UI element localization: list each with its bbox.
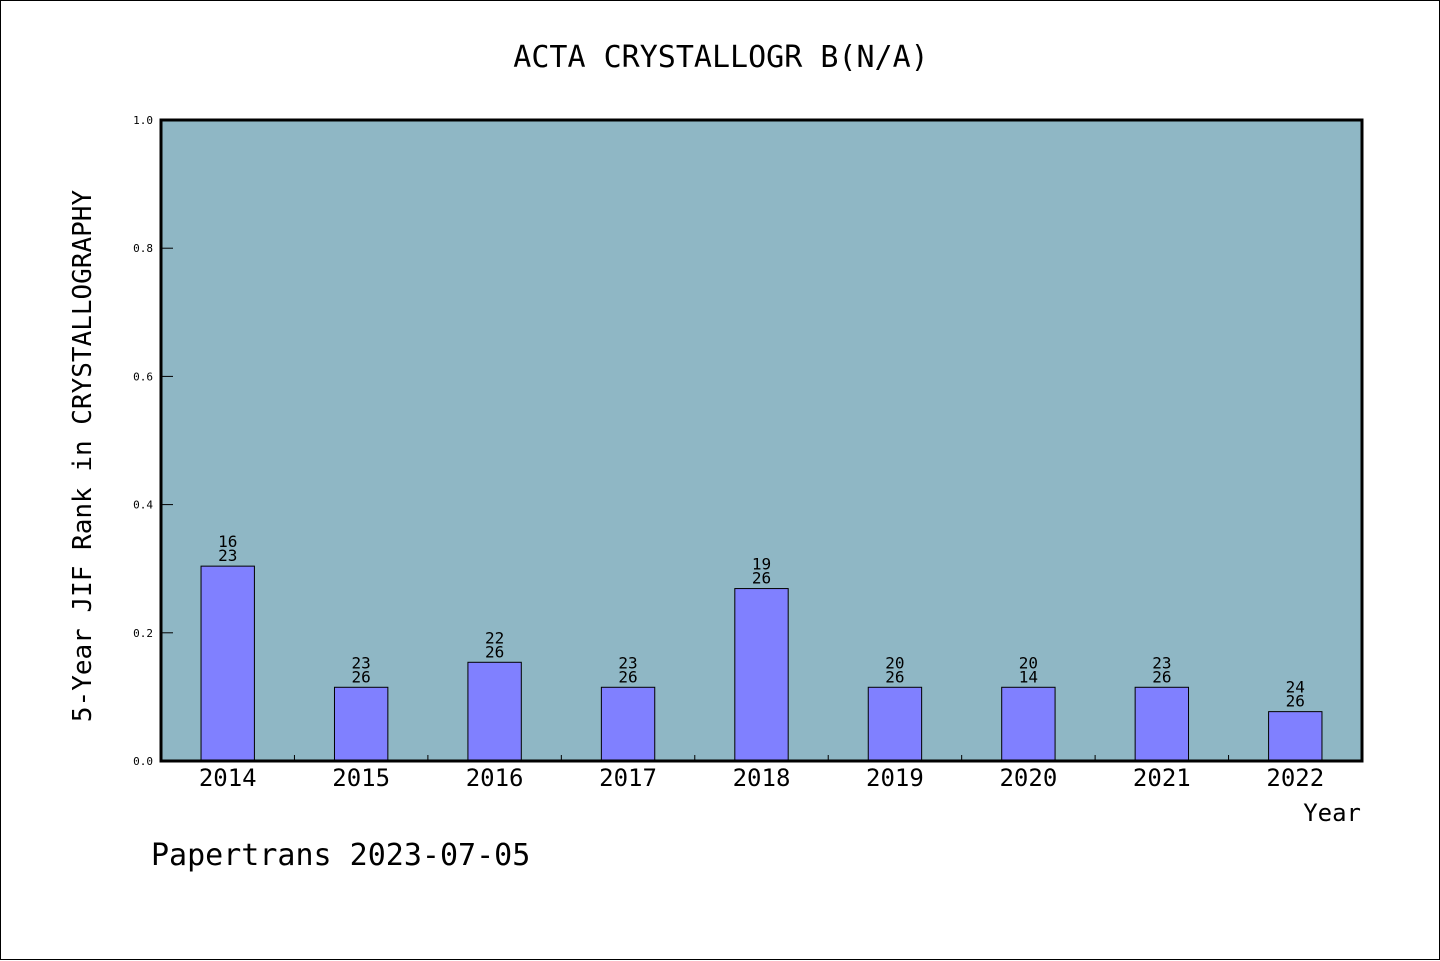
- bar-2017: [600, 686, 656, 762]
- x-tick-label: 2017: [599, 764, 657, 792]
- bar-total-label: 23: [218, 546, 237, 565]
- x-tick-label: 2022: [1266, 764, 1324, 792]
- x-tick-label: 2020: [999, 764, 1057, 792]
- axis-ticks: 0.0 0.2 0.4 0.6 0.8 1.0: [133, 114, 1230, 768]
- bar-2020: [1001, 686, 1056, 762]
- bar-total-label: 26: [752, 569, 771, 588]
- bar-rank-label: 24: [1286, 678, 1305, 697]
- bar-2016: [467, 661, 522, 762]
- bar-rank-label: 23: [1152, 653, 1171, 672]
- bar-2015: [333, 686, 389, 762]
- bar-total-label: 14: [1019, 667, 1038, 686]
- footer-text: Papertrans 2023-07-05: [151, 838, 530, 873]
- y-tick-label: 0.0: [133, 755, 153, 768]
- x-tick-label: 2021: [1133, 764, 1191, 792]
- bar-2014: [200, 565, 255, 762]
- y-tick-label: 0.8: [133, 242, 153, 255]
- plot-border: [159, 118, 1364, 763]
- x-tick-label: 2014: [199, 764, 257, 792]
- bar-rank-label: 20: [885, 653, 904, 672]
- bar-2018: [734, 588, 789, 762]
- bar-rank-label: 22: [485, 628, 504, 647]
- x-tick-label: 2015: [332, 764, 390, 792]
- bar-rank-label: 23: [618, 653, 637, 672]
- bar-rank-label: 23: [352, 653, 371, 672]
- bar-rank-label: 16: [218, 532, 237, 551]
- x-axis-label: Year: [1303, 799, 1361, 827]
- bar-rank-label: 20: [1019, 653, 1038, 672]
- bar-2019: [867, 686, 923, 762]
- x-tick-label: 2016: [466, 764, 524, 792]
- y-tick-label: 1.0: [133, 114, 153, 127]
- bar-total-label: 26: [352, 667, 371, 686]
- bar-2022: [1268, 711, 1323, 762]
- y-tick-label: 0.2: [133, 627, 153, 640]
- bars: 1623201423262015222620162326201719262018…: [199, 532, 1324, 792]
- bar-total-label: 26: [885, 667, 904, 686]
- bar-2021: [1134, 686, 1190, 762]
- bar-rank-label: 19: [752, 555, 771, 574]
- x-tick-label: 2018: [733, 764, 791, 792]
- bar-total-label: 26: [1286, 692, 1305, 711]
- y-tick-label: 0.6: [133, 370, 153, 383]
- chart-title: ACTA CRYSTALLOGR B(N/A): [513, 40, 928, 75]
- y-tick-label: 0.4: [133, 499, 153, 512]
- x-tick-label: 2019: [866, 764, 924, 792]
- bar-total-label: 26: [1152, 667, 1171, 686]
- bar-total-label: 26: [485, 642, 504, 661]
- y-axis-label: 5-Year JIF Rank in CRYSTALLOGRAPHY: [68, 190, 98, 723]
- bar-total-label: 26: [618, 667, 637, 686]
